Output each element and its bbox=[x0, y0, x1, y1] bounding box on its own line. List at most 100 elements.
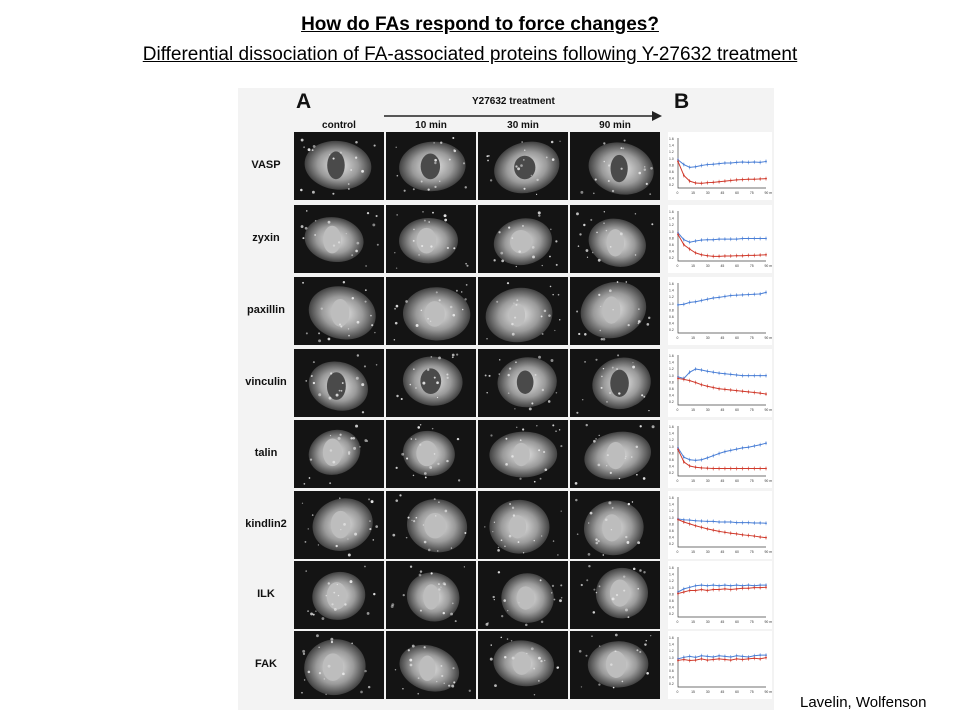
y-tick-label: 0.6 bbox=[669, 529, 674, 533]
blue-data-point bbox=[735, 584, 738, 587]
micrograph-cell bbox=[386, 420, 476, 488]
y-tick-label: 0.8 bbox=[669, 236, 674, 240]
blue-series-line bbox=[677, 159, 767, 168]
micrograph-cell bbox=[478, 205, 568, 273]
micrograph-image bbox=[386, 277, 476, 345]
y-tick-label: 0.2 bbox=[669, 612, 674, 616]
micrograph-image bbox=[478, 561, 568, 629]
red-data-point bbox=[712, 255, 715, 258]
y-tick-label: 1.6 bbox=[669, 282, 674, 286]
y-tick-label: 1.6 bbox=[669, 496, 674, 500]
micrograph-cell bbox=[294, 561, 384, 629]
red-data-point bbox=[712, 386, 715, 389]
red-data-point bbox=[729, 659, 732, 662]
micrograph-cell bbox=[570, 420, 660, 488]
red-data-point bbox=[712, 181, 715, 184]
red-data-point bbox=[724, 467, 726, 470]
blue-series-line bbox=[677, 518, 767, 524]
red-data-point bbox=[747, 178, 750, 181]
kinetics-plot: 1.6 1.4 1.2 1.0 0.8 0.6 0.4 0.20 15 30 45 60 75 90 mi… bbox=[668, 205, 772, 273]
blue-data-point bbox=[729, 584, 732, 587]
x-tick-label: 90 min bbox=[765, 620, 773, 624]
plot-axes bbox=[677, 283, 766, 334]
micrograph-cell bbox=[478, 561, 568, 629]
y-tick-label: 1.0 bbox=[669, 230, 674, 234]
red-data-point bbox=[706, 254, 709, 257]
red-series-line bbox=[677, 657, 767, 661]
micrograph-image bbox=[478, 205, 568, 273]
x-tick-label: 75 bbox=[750, 408, 754, 412]
red-data-point bbox=[735, 587, 738, 590]
blue-data-point bbox=[682, 303, 685, 306]
blue-data-point bbox=[729, 449, 732, 452]
red-data-point bbox=[718, 657, 720, 660]
x-tick-label: 75 bbox=[750, 264, 754, 268]
x-tick-label: 30 bbox=[706, 479, 710, 483]
micrograph-image bbox=[570, 132, 660, 200]
micrograph-cell bbox=[478, 631, 568, 699]
red-data-point bbox=[677, 377, 679, 380]
panel-a-label: A bbox=[296, 90, 312, 113]
blue-data-point bbox=[735, 238, 738, 241]
micrograph-image bbox=[386, 205, 476, 273]
y-tick-label: 1.0 bbox=[669, 157, 674, 161]
row-label: ILK bbox=[257, 588, 275, 600]
micrograph-image bbox=[386, 491, 476, 559]
red-data-point bbox=[724, 255, 726, 257]
blue-data-point bbox=[729, 238, 732, 241]
blue-data-point bbox=[747, 161, 750, 164]
y-tick-label: 1.6 bbox=[669, 210, 674, 214]
x-tick-label: 0 bbox=[677, 690, 679, 694]
red-data-point bbox=[718, 255, 720, 258]
column-header: control bbox=[322, 120, 356, 131]
blue-data-point bbox=[688, 458, 691, 461]
x-tick-label: 45 bbox=[721, 550, 725, 554]
x-tick-label: 30 bbox=[706, 690, 710, 694]
x-tick-label: 60 bbox=[735, 620, 739, 624]
red-data-point bbox=[747, 390, 750, 393]
y-tick-label: 0.2 bbox=[669, 183, 674, 187]
blue-data-point bbox=[706, 456, 709, 459]
red-data-point bbox=[706, 527, 709, 530]
micrograph-image bbox=[570, 205, 660, 273]
x-tick-label: 75 bbox=[750, 336, 754, 340]
blue-data-point bbox=[694, 300, 697, 303]
micrograph-image bbox=[478, 277, 568, 345]
blue-data-point bbox=[765, 522, 767, 525]
blue-data-point bbox=[759, 161, 762, 164]
blue-data-point bbox=[747, 446, 750, 449]
red-data-point bbox=[682, 461, 685, 463]
red-data-point bbox=[718, 180, 720, 183]
red-data-point bbox=[694, 466, 697, 469]
red-data-point bbox=[765, 253, 767, 256]
blue-data-point bbox=[753, 293, 756, 296]
blue-data-point bbox=[724, 584, 726, 587]
red-data-point bbox=[753, 657, 756, 660]
blue-data-point bbox=[694, 519, 697, 522]
red-data-point bbox=[735, 657, 738, 660]
blue-data-point bbox=[718, 162, 720, 165]
blue-data-point bbox=[747, 374, 750, 377]
blue-data-point bbox=[688, 655, 691, 658]
red-data-point bbox=[677, 659, 679, 662]
red-data-point bbox=[706, 659, 709, 662]
blue-data-point bbox=[759, 374, 762, 377]
blue-data-point bbox=[706, 584, 709, 587]
blue-data-point bbox=[729, 294, 732, 297]
red-data-point bbox=[706, 385, 709, 388]
blue-data-point bbox=[741, 374, 744, 377]
x-tick-label: 0 bbox=[677, 336, 679, 340]
red-data-point bbox=[735, 389, 738, 392]
red-data-point bbox=[735, 532, 738, 535]
column-header: 30 min bbox=[507, 120, 539, 131]
y-tick-label: 0.8 bbox=[669, 592, 674, 596]
y-tick-label: 0.6 bbox=[669, 669, 674, 673]
red-data-point bbox=[741, 587, 744, 590]
x-tick-label: 30 bbox=[706, 264, 710, 268]
blue-data-point bbox=[747, 521, 750, 524]
y-tick-label: 1.2 bbox=[669, 649, 674, 653]
micrograph-image bbox=[570, 420, 660, 488]
y-tick-label: 1.0 bbox=[669, 586, 674, 590]
x-tick-label: 15 bbox=[691, 336, 695, 340]
x-tick-label: 60 bbox=[735, 479, 739, 483]
